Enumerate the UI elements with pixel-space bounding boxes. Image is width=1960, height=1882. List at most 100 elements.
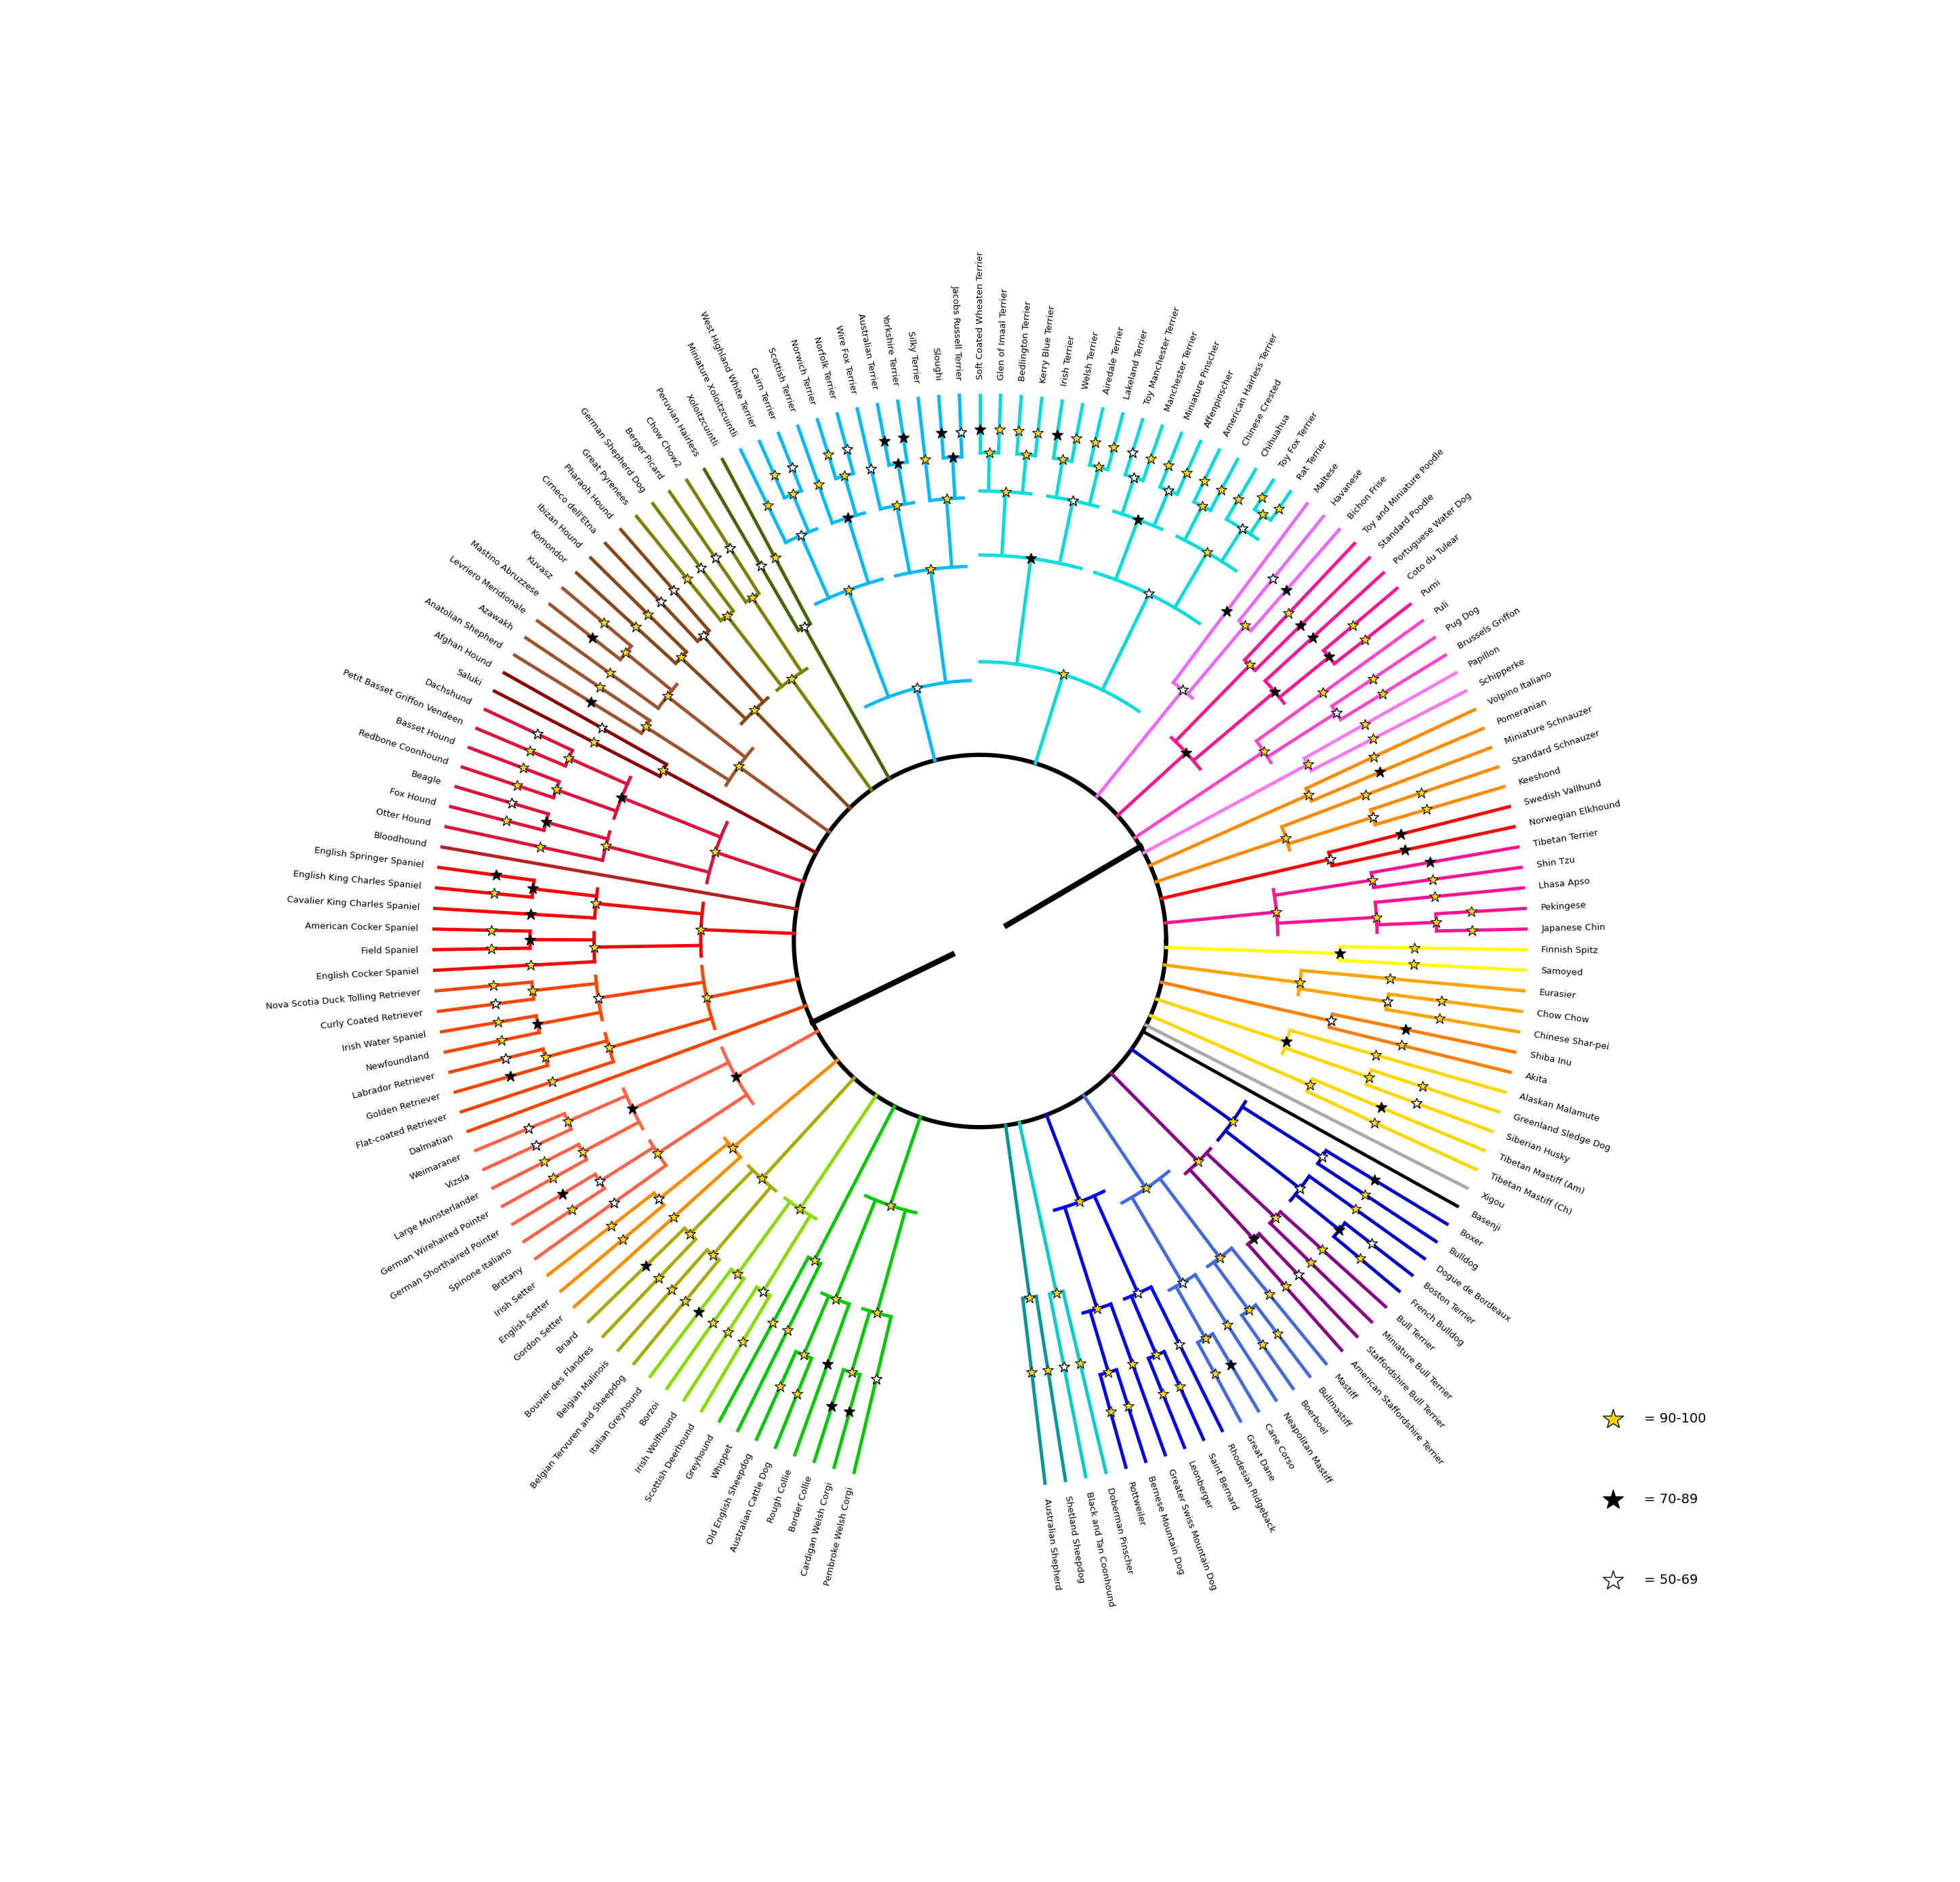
Text: Sloughi: Sloughi	[931, 346, 943, 382]
Text: Bulldog: Bulldog	[1446, 1246, 1480, 1272]
Text: Finnish Spitz: Finnish Spitz	[1541, 945, 1597, 956]
Text: Weimaraner: Weimaraner	[410, 1152, 463, 1182]
Text: American Hairless Terrier: American Hairless Terrier	[1221, 333, 1280, 439]
Text: West Highland White Terrier: West Highland White Terrier	[698, 311, 757, 429]
Text: Komondor: Komondor	[529, 529, 568, 566]
Text: American Cocker Spaniel: American Cocker Spaniel	[306, 922, 419, 933]
Text: Basset Hound: Basset Hound	[394, 715, 457, 747]
Text: Chinese Shar-pei: Chinese Shar-pei	[1533, 1029, 1609, 1052]
Text: Boston Terrier: Boston Terrier	[1421, 1282, 1476, 1327]
Text: Tibetan Mastiff (Ch): Tibetan Mastiff (Ch)	[1488, 1172, 1574, 1218]
Text: Rat Terrier: Rat Terrier	[1296, 439, 1329, 482]
Text: Portuguese Water Dog: Portuguese Water Dog	[1392, 491, 1472, 566]
Text: Kerry Blue Terrier: Kerry Blue Terrier	[1039, 305, 1056, 384]
Text: Lakeland Terrier: Lakeland Terrier	[1123, 327, 1151, 401]
Text: Anatolian Shepherd: Anatolian Shepherd	[423, 597, 504, 651]
Text: Shin Tzu: Shin Tzu	[1537, 856, 1576, 869]
Text: Alaskan Malamute: Alaskan Malamute	[1519, 1092, 1601, 1124]
Text: English King Charles Spaniel: English King Charles Spaniel	[292, 869, 421, 890]
Text: Shiba Inu: Shiba Inu	[1529, 1050, 1572, 1069]
Text: Levriero Meridionale: Levriero Meridionale	[447, 553, 527, 615]
Text: Irish Water Spaniel: Irish Water Spaniel	[341, 1029, 427, 1052]
Text: Belgian Tervuren and Sheepdog: Belgian Tervuren and Sheepdog	[529, 1372, 627, 1491]
Text: English Cocker Spaniel: English Cocker Spaniel	[316, 967, 419, 981]
Text: Boxer: Boxer	[1458, 1229, 1484, 1250]
Text: Scottish Deerhound: Scottish Deerhound	[645, 1423, 698, 1504]
Text: Berger Picard: Berger Picard	[623, 427, 664, 482]
Text: Irish Setter: Irish Setter	[494, 1282, 539, 1319]
Text: = 50-69: = 50-69	[1644, 1573, 1697, 1587]
Text: Brittany: Brittany	[492, 1265, 525, 1293]
Text: Shetland Sheepdog: Shetland Sheepdog	[1064, 1494, 1086, 1585]
Text: Pembroke Welsh Corgi: Pembroke Welsh Corgi	[823, 1487, 855, 1587]
Text: Flat-coated Retriever: Flat-coated Retriever	[355, 1112, 449, 1150]
Text: Bull Terrier: Bull Terrier	[1394, 1314, 1437, 1353]
Text: Akita: Akita	[1525, 1071, 1548, 1086]
Text: Chihuahua: Chihuahua	[1260, 412, 1292, 459]
Text: Jacobs Russell Terrier: Jacobs Russell Terrier	[951, 284, 962, 380]
Text: Chow Chow: Chow Chow	[1537, 1009, 1590, 1024]
Text: French Bulldog: French Bulldog	[1407, 1299, 1466, 1348]
Text: Swedish Vallhund: Swedish Vallhund	[1523, 779, 1603, 807]
Text: Doberman Pinscher: Doberman Pinscher	[1105, 1487, 1135, 1575]
Text: Ibizan Hound: Ibizan Hound	[535, 502, 582, 550]
Text: Siberian Husky: Siberian Husky	[1505, 1133, 1572, 1165]
Text: Australian Terrier: Australian Terrier	[857, 312, 878, 390]
Text: Dachshund: Dachshund	[423, 678, 472, 708]
Text: Chow Chow2: Chow Chow2	[643, 416, 682, 469]
Text: Silky Terrier: Silky Terrier	[906, 329, 921, 384]
Text: Bedlington Terrier: Bedlington Terrier	[1017, 301, 1033, 382]
Text: Maltese: Maltese	[1313, 461, 1341, 493]
Text: Pumi: Pumi	[1419, 578, 1443, 598]
Text: Labrador Retriever: Labrador Retriever	[351, 1071, 435, 1101]
Text: Lhasa Apso: Lhasa Apso	[1539, 877, 1590, 890]
Text: Wire Fox Terrier: Wire Fox Terrier	[833, 324, 858, 395]
Text: Brussels Griffon: Brussels Griffon	[1456, 606, 1521, 651]
Text: German Shorthaired Pointer: German Shorthaired Pointer	[390, 1229, 502, 1302]
Text: Neapolitan Mastiff: Neapolitan Mastiff	[1280, 1412, 1333, 1485]
Text: Toy Manchester Terrier: Toy Manchester Terrier	[1143, 307, 1182, 407]
Text: Otter Hound: Otter Hound	[374, 807, 431, 828]
Text: Afghan Hound: Afghan Hound	[433, 630, 492, 670]
Text: Airedale Terrier: Airedale Terrier	[1102, 326, 1125, 395]
Text: Vizsla: Vizsla	[445, 1172, 472, 1191]
Text: Bernese Mountain Dog: Bernese Mountain Dog	[1147, 1475, 1186, 1575]
Text: Welsh Terrier: Welsh Terrier	[1082, 331, 1102, 390]
Text: Miniature Pinscher: Miniature Pinscher	[1184, 339, 1223, 420]
Text: Petit Basset Griffon Vendeen: Petit Basset Griffon Vendeen	[341, 668, 465, 726]
Text: Manchester Terrier: Manchester Terrier	[1162, 331, 1200, 412]
Text: Irish Terrier: Irish Terrier	[1060, 335, 1076, 386]
Text: Chinese Crested: Chinese Crested	[1241, 378, 1284, 448]
Text: English Setter: English Setter	[498, 1299, 553, 1346]
Text: Australian Cattle Dog: Australian Cattle Dog	[729, 1460, 774, 1553]
Text: Cardigan Welsh Corgi: Cardigan Welsh Corgi	[800, 1481, 835, 1577]
Text: Tibetan Mastiff (Am): Tibetan Mastiff (Am)	[1497, 1152, 1586, 1195]
Text: Greater Swiss Mountain Dog: Greater Swiss Mountain Dog	[1166, 1468, 1217, 1592]
Text: Peruvian Hairless: Peruvian Hairless	[653, 386, 700, 459]
Text: Spinone Italiano: Spinone Italiano	[447, 1246, 514, 1293]
Text: Leonberger: Leonberger	[1186, 1460, 1213, 1511]
Text: Cairn Terrier: Cairn Terrier	[749, 365, 776, 420]
Text: Affenpinscher: Affenpinscher	[1203, 369, 1237, 429]
Text: Staffordshire Bull Terrier: Staffordshire Bull Terrier	[1364, 1344, 1446, 1430]
Text: German Wirehaired Pointer: German Wirehaired Pointer	[380, 1210, 492, 1278]
Text: Soft Coated Wheaten Terrier: Soft Coated Wheaten Terrier	[976, 252, 984, 380]
Text: Italian Greyhound: Italian Greyhound	[588, 1385, 645, 1457]
Text: Great Dane: Great Dane	[1245, 1432, 1276, 1483]
Text: Glen of Imaal Terrier: Glen of Imaal Terrier	[998, 288, 1009, 380]
Text: Japanese Chin: Japanese Chin	[1541, 922, 1605, 933]
Text: Pomeranian: Pomeranian	[1495, 698, 1548, 726]
Text: Standard Poodle: Standard Poodle	[1378, 491, 1437, 550]
Text: Mastino Abruzzese: Mastino Abruzzese	[468, 538, 541, 598]
Text: Basenji: Basenji	[1468, 1210, 1501, 1233]
Text: Bichon Frise: Bichon Frise	[1347, 474, 1388, 521]
Text: Fox Hound: Fox Hound	[388, 787, 437, 807]
Text: Greenland Sledge Dog: Greenland Sledge Dog	[1511, 1112, 1611, 1152]
Text: Volpino Italiano: Volpino Italiano	[1488, 670, 1554, 708]
Text: Schipperke: Schipperke	[1478, 657, 1527, 689]
Text: Rough Collie: Rough Collie	[766, 1468, 794, 1524]
Text: Azawakh: Azawakh	[476, 602, 515, 632]
Text: Rhodesian Ridgeback: Rhodesian Ridgeback	[1225, 1442, 1276, 1534]
Text: Kuvasz: Kuvasz	[523, 555, 555, 582]
Text: Xoloitzcuintli: Xoloitzcuintli	[684, 391, 719, 448]
